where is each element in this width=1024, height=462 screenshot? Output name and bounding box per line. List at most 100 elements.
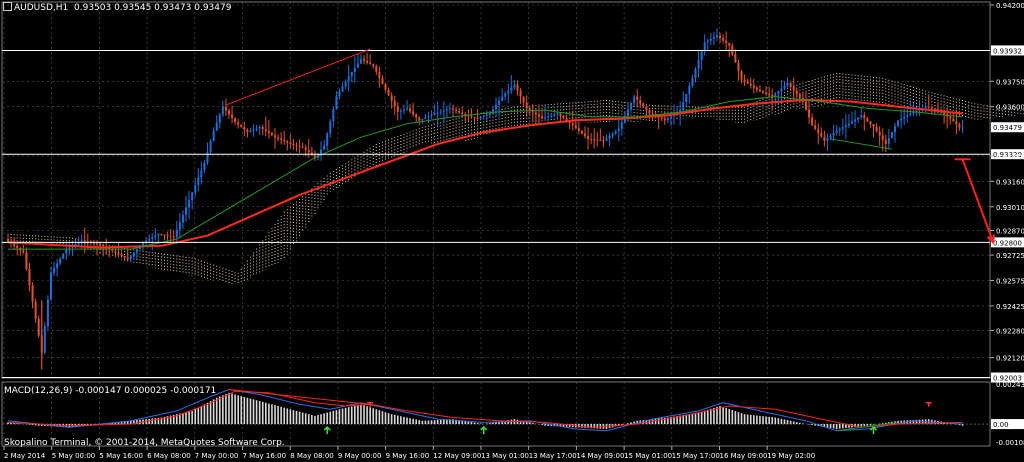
price-plot-frame — [1, 1, 991, 379]
target-arrow-head — [986, 234, 995, 245]
candle-body — [304, 147, 307, 150]
candle-body — [261, 127, 264, 130]
x-tick-label: 9 May 00:00 — [338, 452, 382, 460]
candle-body — [209, 141, 212, 152]
buy-signal-arrow — [480, 426, 488, 435]
candle-body — [166, 235, 169, 237]
candle-body — [587, 136, 590, 139]
candle-body — [323, 145, 326, 150]
candle-body — [712, 37, 715, 39]
candle-body — [433, 113, 436, 115]
candle-body — [697, 60, 700, 70]
candle-body — [860, 115, 863, 118]
candle-body — [37, 318, 40, 336]
candle-body — [467, 115, 470, 117]
candle-body — [292, 144, 295, 146]
candle-body — [350, 71, 353, 77]
candle-body — [663, 118, 666, 121]
candle-body — [485, 114, 488, 117]
candle-body — [771, 95, 774, 97]
candle-body — [924, 106, 927, 109]
candle-body — [421, 118, 424, 121]
level-label: 0.93320 — [993, 151, 1022, 159]
candle-body — [359, 59, 362, 64]
candle-body — [212, 130, 215, 142]
candle-body — [577, 128, 580, 131]
candle-body — [556, 113, 559, 115]
candle-body — [630, 102, 633, 110]
divergence-line — [830, 138, 893, 150]
candlesticks — [7, 27, 964, 370]
candle-body — [900, 118, 903, 121]
level-label: 0.92003 — [993, 374, 1022, 382]
candle-body — [172, 236, 175, 238]
candle-body — [393, 100, 396, 107]
candle-body — [590, 138, 593, 140]
candle-body — [933, 108, 936, 110]
candle-body — [571, 123, 574, 126]
candle-body — [123, 255, 126, 258]
candle-body — [151, 237, 154, 239]
candle-body — [955, 121, 958, 125]
trend-annotations[interactable] — [225, 48, 995, 245]
candle-body — [488, 113, 491, 115]
candle-body — [648, 110, 651, 114]
candle-body — [851, 121, 854, 124]
candle-body — [200, 170, 203, 178]
candle-body — [906, 115, 909, 117]
buy-signal-arrow — [869, 426, 878, 435]
candle-body — [160, 233, 163, 235]
candle-body — [430, 114, 433, 117]
candle-body — [602, 140, 605, 142]
horizontal-levels[interactable]: 0.93932 0.93320 0.92800 0.92003 0.93479 — [2, 45, 1024, 383]
candle-body — [344, 81, 347, 87]
candle-body — [59, 258, 62, 264]
candle-body — [958, 124, 961, 128]
candle-body — [479, 117, 482, 119]
candle-body — [725, 40, 728, 44]
candle-body — [780, 88, 783, 92]
candle-body — [912, 112, 915, 114]
candle-body — [952, 118, 955, 122]
candle-body — [639, 99, 642, 104]
candle-body — [34, 301, 37, 319]
macd-zero-label-bg — [991, 419, 1024, 430]
candle-body — [762, 91, 765, 93]
candle-body — [145, 240, 148, 243]
candle-body — [206, 151, 209, 163]
candle-body — [402, 109, 405, 111]
candle-body — [574, 125, 577, 129]
candle-body — [258, 127, 261, 129]
candle-body — [203, 162, 206, 171]
x-tick-label: 16 May 09:00 — [720, 452, 768, 460]
candle-body — [458, 111, 461, 113]
candle-body — [280, 138, 283, 140]
candle-body — [795, 90, 798, 95]
candle-body — [789, 82, 792, 87]
moving-average-lines — [7, 96, 963, 250]
candle-body — [445, 109, 448, 111]
candle-body — [826, 138, 829, 141]
candle-body — [660, 117, 663, 119]
candle-body — [774, 93, 777, 97]
candle-body — [869, 121, 872, 125]
candle-body — [452, 108, 455, 110]
candle-body — [341, 86, 344, 92]
x-tick-label: 5 May 00:00 — [52, 452, 96, 460]
y-tick-label: 0.92425 — [996, 303, 1024, 311]
x-tick-label: 5 May 16:00 — [99, 452, 143, 460]
target-arrow-line — [961, 158, 995, 243]
level-label: 0.92800 — [993, 239, 1022, 247]
candle-body — [470, 116, 473, 118]
candle-body — [418, 117, 421, 121]
candle-body — [65, 249, 68, 254]
candle-body — [636, 96, 639, 100]
candle-body — [129, 255, 132, 260]
candle-body — [743, 79, 746, 82]
macd-axis-label: -0.001089 — [996, 439, 1024, 447]
candle-body — [685, 94, 688, 103]
candle-body — [872, 124, 875, 128]
candle-body — [384, 83, 387, 90]
level-label-bg — [991, 149, 1024, 160]
